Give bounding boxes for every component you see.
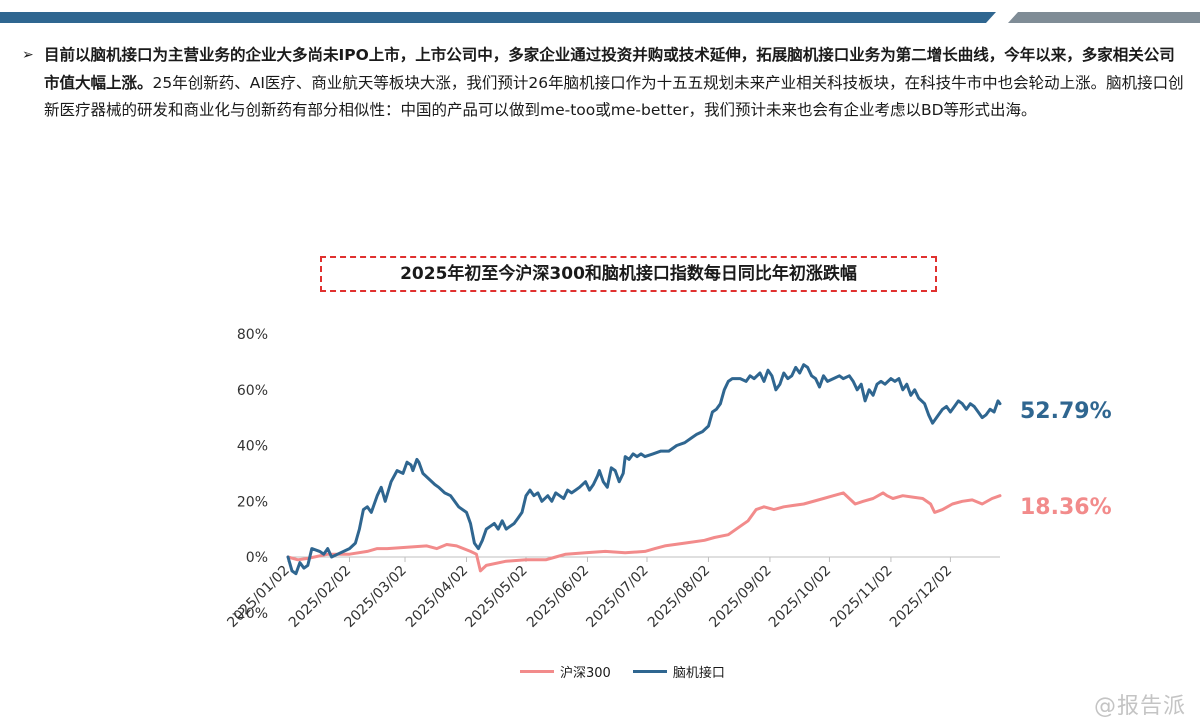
end-label-bci: 52.79% <box>1020 399 1112 424</box>
paragraph-bold-text: 目前以脑机接口为主营业务的企业大多尚未IPO上市，上市公司中，多家企业通过投资并… <box>44 46 1175 92</box>
bullet-arrow-icon: ➢ <box>22 47 34 63</box>
x-tick-label: 2025/11/02 <box>827 563 895 631</box>
top-banner-tab <box>1008 12 1200 23</box>
top-banner <box>0 12 1200 23</box>
y-tick-label: 20% <box>237 494 268 510</box>
paragraph-text: 目前以脑机接口为主营业务的企业大多尚未IPO上市，上市公司中，多家企业通过投资并… <box>44 42 1187 125</box>
y-tick-label: -20% <box>232 606 268 622</box>
legend-item-hs300: 沪深300 <box>520 662 611 681</box>
x-tick-label: 2025/04/02 <box>403 563 471 631</box>
x-tick-label: 2025/05/02 <box>462 563 530 631</box>
chart-title: 2025年初至今沪深300和脑机接口指数每日同比年初涨跌幅 <box>320 256 937 292</box>
watermark: @报告派 <box>1093 694 1186 719</box>
top-banner-bar <box>0 12 996 23</box>
y-tick-label: 0% <box>246 550 268 566</box>
x-tick-label: 2025/06/02 <box>524 563 592 631</box>
x-tick-label: 2025/12/02 <box>887 563 955 631</box>
x-tick-label: 2025/07/02 <box>583 563 651 631</box>
x-tick-label: 2025/08/02 <box>645 563 713 631</box>
summary-paragraph: ➢ 目前以脑机接口为主营业务的企业大多尚未IPO上市，上市公司中，多家企业通过投… <box>22 42 1187 125</box>
y-tick-label: 80% <box>237 327 268 343</box>
chart-legend: 沪深300 脑机接口 <box>520 662 741 681</box>
series-line-bci <box>286 363 1002 576</box>
legend-swatch-bci <box>632 670 667 673</box>
x-tick-label: 2025/10/02 <box>766 563 834 631</box>
paragraph-normal-text: 25年创新药、AI医疗、商业航天等板块大涨，我们预计26年脑机接口作为十五五规划… <box>44 73 1184 120</box>
y-tick-label: 60% <box>237 383 268 399</box>
series-line-hs300 <box>286 491 1002 573</box>
legend-label-bci: 脑机接口 <box>672 666 725 681</box>
line-chart: 80%60%40%20%0%-20%2025/01/022025/02/0220… <box>224 327 1112 631</box>
legend-label-hs300: 沪深300 <box>560 666 611 681</box>
end-label-hs300: 18.36% <box>1020 495 1112 520</box>
x-tick-label: 2025/09/02 <box>706 563 774 631</box>
legend-swatch-hs300 <box>520 670 554 673</box>
y-tick-label: 40% <box>237 439 268 455</box>
legend-item-bci: 脑机接口 <box>632 662 725 681</box>
